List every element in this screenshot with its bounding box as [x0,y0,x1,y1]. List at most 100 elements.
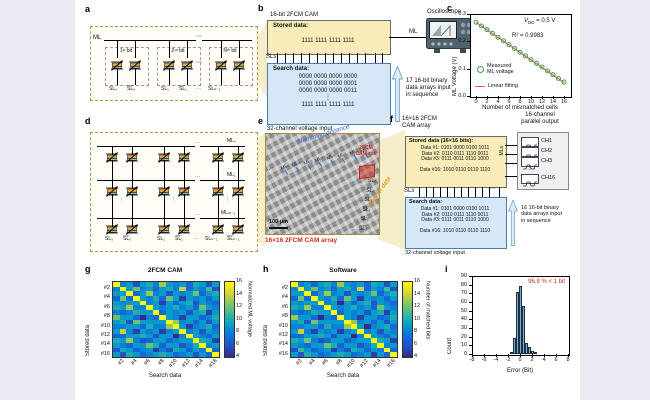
y-tick [469,354,472,355]
x-tick-label: 10 [527,99,535,105]
memory-cell-icon [231,222,245,235]
heatmap-cell [146,314,153,320]
heatmap-cell [297,342,305,348]
panel-c-ylabel: ML Voltage (V) [452,56,458,96]
panel-d-label: d [85,116,91,126]
heatmap-cell [310,291,318,297]
panel-g-colorbar-label: Normalized ML voltage [246,281,253,338]
heatmap-cell [370,291,378,297]
heatmap-cell [192,342,200,348]
panel-a-sl-label: S̅L̅₁ [179,86,187,92]
heatmap-xtick-label: #14 [194,358,206,369]
panel-a-sl-label: SL₁ [161,86,169,92]
matchline-label: ML₁ [227,172,236,179]
heatmap-cell [291,300,298,306]
heatmap-cell [370,305,378,311]
channel-label: CH16 [541,175,556,181]
heatmap-cell [119,300,127,306]
y-tick-label: 0.3 [458,11,466,17]
heatmap-cell [304,352,311,357]
x-tick [496,354,497,357]
heatmap-cell [113,310,120,315]
panel-b-arrow-note: 17 16-bit binary data arrays input in se… [406,78,451,98]
heatmap-cell [344,300,351,306]
heatmap-cell [363,324,371,329]
heatmap-cell [377,291,384,297]
heatmap-cell [132,314,140,320]
panel-b-sls-label: SLs [266,54,277,60]
heatmap-cell [152,324,160,329]
panel-b-bottom-note: 32-channel voltage input [267,126,333,132]
panel-d-sl-label: SLₙ₋₁ [205,236,218,242]
heatmap-cell [139,305,147,311]
heatmap-ytick-label: #10 [100,322,110,329]
panel-f-mls-label: MLs [499,146,505,156]
heatmap-cell [357,282,364,287]
heatmap-cell [297,314,305,320]
heatmap-cell [291,338,298,343]
colorbar-tick-label: 12 [414,303,421,309]
heatmap-cell [297,310,305,315]
heatmap-cell [317,352,325,357]
heatmap-cell [357,286,364,292]
sl-comb-tick [375,53,376,63]
heatmap-cell [337,333,344,339]
heatmap-cell [337,282,344,287]
memory-cell-icon [125,184,139,197]
heatmap-cell [357,347,364,353]
heatmap-cell [166,324,173,329]
panel-f-bottom-note: 32-channel voltage input [405,250,465,256]
vdd-base: V [524,18,529,24]
panel-d-sl-label: ⋯ [194,236,199,242]
panel-a-sl-label: S̅L̅₀ [127,86,136,92]
heatmap-cell [192,305,200,311]
heatmap-cell [304,305,311,311]
x-tick-label: 16 [560,99,568,105]
memory-cell-icon [180,58,194,71]
heatmap-cell [152,300,160,306]
heatmap-cell [330,319,338,325]
heatmap-cell [383,305,391,311]
panel-a-bit2-label: 2ⁿᵈ bit [171,48,185,54]
heatmap-cell [344,286,351,292]
heatmap-cell [350,314,358,320]
y-tick-label: 20 [460,333,467,340]
heatmap-cell [317,314,325,320]
heatmap-cell [324,300,331,306]
ml-output-wire [505,154,517,155]
column-vdots: ⋮ [119,197,124,203]
heatmap-cell [377,296,384,301]
panel-a-sl-label: SLₙ₋₁ [208,86,221,92]
heatmap-cell [297,291,305,297]
heatmap-cell [330,338,338,343]
heatmap-cell [113,282,120,287]
heatmap-ytick-label: #8 [281,313,288,320]
heatmap-cell [383,310,391,315]
panel-b-stored-title: Stored data: [273,23,309,29]
heatmap-cell [192,333,200,339]
heatmap-cell [199,338,206,343]
heatmap-cell [383,319,391,325]
heatmap-cell [139,352,147,357]
heatmap-cell [324,333,331,339]
heatmap-xtick-label: #12 [181,358,192,369]
heatmap-cell [205,310,213,315]
heatmap-xtick-label: #4 [308,358,317,367]
heatmap-cell [152,352,160,357]
colorbar-tick-label: 14 [414,290,421,297]
panel-g-title: 2FCM CAM [147,267,183,274]
heatmap-cell [363,300,371,306]
heatmap-cell [363,352,371,357]
heatmap-cell [363,310,371,315]
heatmap-cell [132,333,140,339]
heatmap-cell [370,310,378,315]
heatmap-cell [310,347,318,353]
panel-b-search-box [267,63,391,125]
panel-i-label: i [445,264,448,274]
heatmap-cell [166,300,173,306]
heatmap-ytick-label: #6 [103,303,110,310]
heatmap-cell [199,324,206,329]
heatmap-cell [370,352,378,357]
heatmap-cell [377,286,384,292]
heatmap-cell [291,291,298,297]
